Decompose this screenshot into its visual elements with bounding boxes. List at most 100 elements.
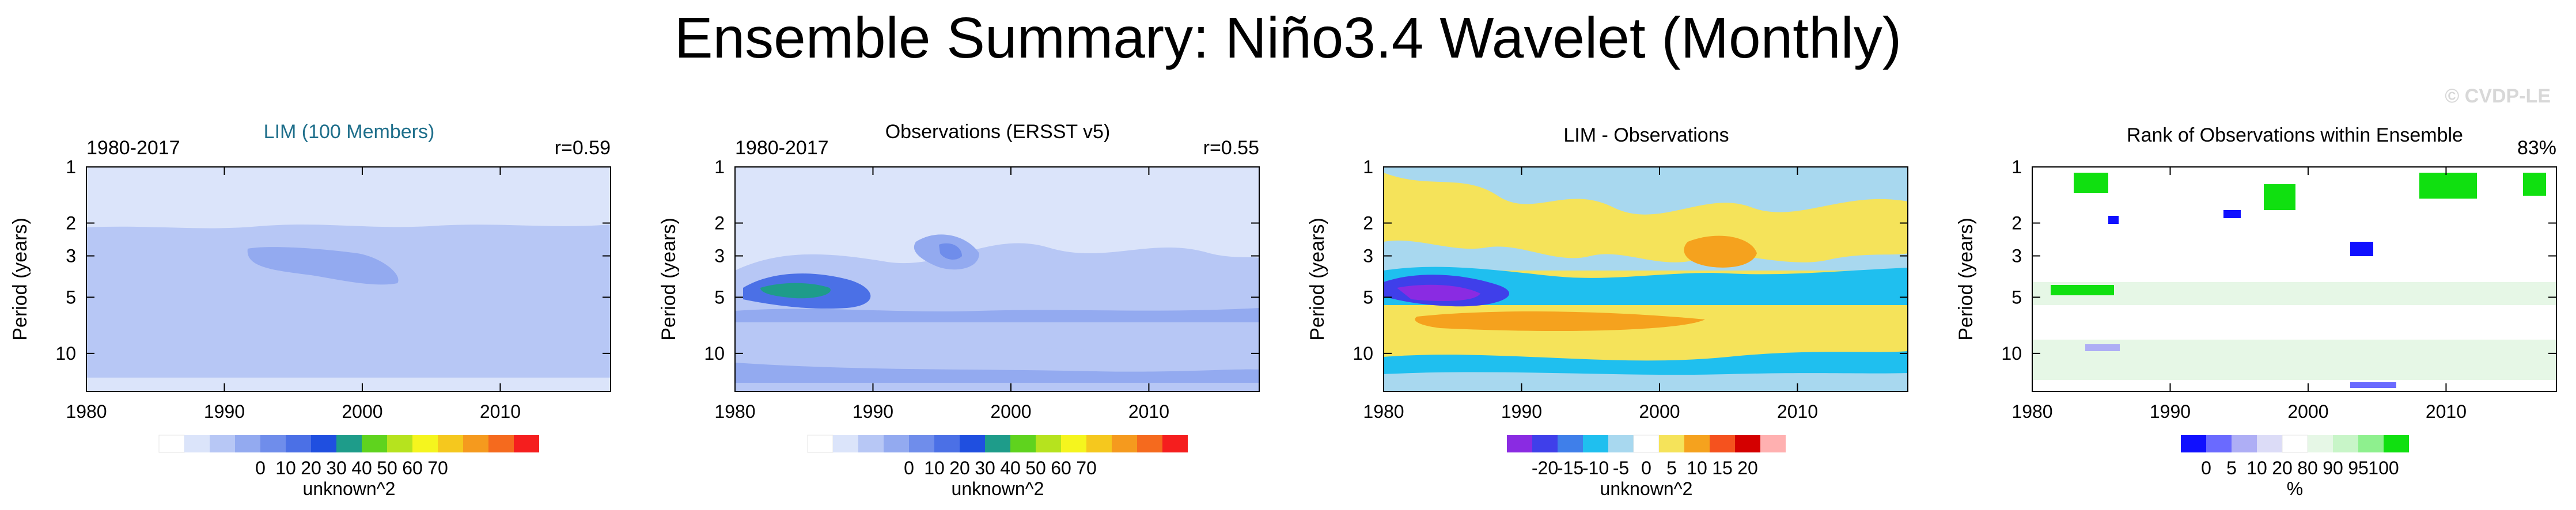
colorbar-label: % bbox=[2287, 478, 2303, 499]
panel-lim: LIM (100 Members) 1980-2017 r=0.59 Perio… bbox=[9, 121, 611, 499]
colorbar-tick-label: 90 bbox=[2323, 458, 2343, 478]
panel-difference: LIM - Observations Period (years) 1 2 3 5 10… bbox=[1306, 124, 1908, 499]
colorbar-tick-label: -5 bbox=[1613, 458, 1629, 478]
colorbar-swatch bbox=[362, 435, 387, 452]
obs-level-20-band bbox=[735, 308, 1259, 322]
lim-frame bbox=[86, 166, 611, 392]
obs-left-label: 1980-2017 bbox=[735, 137, 829, 159]
diff-level-5-b bbox=[1684, 235, 1757, 268]
colorbar-swatch bbox=[2206, 435, 2232, 452]
rank-level-0-a bbox=[2350, 242, 2373, 256]
colorbar-swatch bbox=[2358, 435, 2384, 452]
colorbar-tick-label: 15 bbox=[1712, 458, 1733, 478]
colorbar-tick-label: 10 bbox=[924, 458, 945, 478]
colorbar-swatch bbox=[1760, 435, 1786, 452]
colorbar-tick-label: 60 bbox=[402, 458, 423, 478]
colorbar-swatch bbox=[960, 435, 985, 452]
watermark: © CVDP-LE bbox=[2445, 85, 2551, 107]
y-tick-label: 5 bbox=[66, 287, 76, 307]
y-tick-label: 5 bbox=[1363, 287, 1373, 307]
obs-right-label: r=0.55 bbox=[1203, 137, 1259, 159]
colorbar-tick-label: 20 bbox=[949, 458, 970, 478]
colorbar-swatch bbox=[2333, 435, 2358, 452]
colorbar-tick-label: 40 bbox=[1000, 458, 1021, 478]
obs-level-25-b bbox=[939, 243, 962, 260]
colorbar-swatch bbox=[1532, 435, 1558, 452]
x-tick-label: 1980 bbox=[714, 401, 755, 422]
diff-frame bbox=[1383, 166, 1908, 392]
y-tick-label: 2 bbox=[1363, 213, 1373, 234]
x-tick-label: 1990 bbox=[2150, 401, 2191, 422]
rank-level-100-e bbox=[2051, 285, 2114, 295]
colorbar-swatch bbox=[1608, 435, 1634, 452]
colorbar-swatch bbox=[438, 435, 463, 452]
y-tick-label: 3 bbox=[1363, 246, 1373, 267]
colorbar-tick-label: 10 bbox=[275, 458, 296, 478]
colorbar-swatch bbox=[858, 435, 884, 452]
colorbar-swatch bbox=[488, 435, 514, 452]
x-tick-label: 2010 bbox=[2426, 401, 2467, 422]
rank-level-100-c bbox=[2419, 173, 2477, 199]
colorbar-swatch bbox=[1061, 435, 1086, 452]
colorbar-swatch bbox=[2257, 435, 2282, 452]
colorbar-swatch bbox=[311, 435, 336, 452]
obs-title: Observations (ERSST v5) bbox=[885, 121, 1111, 143]
y-tick-label: 5 bbox=[714, 287, 725, 307]
obs-ylabel: Period (years) bbox=[658, 218, 680, 341]
y-tick-label: 2 bbox=[714, 213, 725, 234]
obs-level-20-low bbox=[735, 363, 1259, 383]
colorbar-swatch bbox=[387, 435, 412, 452]
colorbar-swatch bbox=[1162, 435, 1188, 452]
colorbar-tick-label: 30 bbox=[326, 458, 347, 478]
x-tick-label: 2000 bbox=[1639, 401, 1680, 422]
colorbar-swatch bbox=[2384, 435, 2409, 452]
colorbar-tick-label: 0 bbox=[1641, 458, 1651, 478]
colorbar-label: unknown^2 bbox=[303, 478, 396, 499]
x-tick-label: 2000 bbox=[990, 401, 1031, 422]
colorbar-swatch bbox=[463, 435, 488, 452]
colorbar-swatch bbox=[1735, 435, 1760, 452]
colorbar-tick-label: 20 bbox=[301, 458, 321, 478]
rank-title: Rank of Observations within Ensemble bbox=[2127, 124, 2463, 146]
obs-frame bbox=[734, 166, 1260, 392]
colorbar-tick-label: 0 bbox=[904, 458, 914, 478]
diff-level-5 bbox=[1415, 311, 1705, 331]
colorbar-swatch bbox=[1507, 435, 1532, 452]
colorbar-swatch bbox=[833, 435, 858, 452]
colorbar-swatch bbox=[934, 435, 960, 452]
x-tick-label: 1990 bbox=[1501, 401, 1542, 422]
y-tick-label: 1 bbox=[2011, 157, 2022, 177]
colorbar-tick-label: 20 bbox=[2272, 458, 2293, 478]
colorbar-tick-label: 70 bbox=[1076, 458, 1097, 478]
panel-rank: Rank of Observations within Ensemble 83%… bbox=[1955, 124, 2557, 499]
colorbar-swatch bbox=[1583, 435, 1608, 452]
colorbar-swatch bbox=[210, 435, 235, 452]
y-tick-label: 1 bbox=[714, 157, 725, 177]
x-tick-label: 1980 bbox=[66, 401, 107, 422]
lim-level-20 bbox=[247, 247, 399, 285]
rank-contours bbox=[2032, 167, 2556, 391]
diff-level-neg5-mid bbox=[1384, 240, 1908, 271]
colorbar-swatch bbox=[985, 435, 1010, 452]
colorbar-tick-label: 5 bbox=[1666, 458, 1677, 478]
rank-level-0-c bbox=[2108, 216, 2119, 224]
colorbar-swatch bbox=[884, 435, 909, 452]
colorbar-swatch bbox=[2308, 435, 2333, 452]
diff-level-neg5-top bbox=[1384, 167, 1908, 215]
colorbar-swatch bbox=[1112, 435, 1137, 452]
x-tick-label: 1980 bbox=[2011, 401, 2052, 422]
figure-title: Ensemble Summary: Niño3.4 Wavelet (Month… bbox=[675, 6, 1901, 70]
colorbar-swatch bbox=[1659, 435, 1684, 452]
colorbar-swatch bbox=[1684, 435, 1710, 452]
colorbar-tick-label: 40 bbox=[351, 458, 372, 478]
rank-level-5 bbox=[2350, 382, 2396, 388]
colorbar-label: unknown^2 bbox=[952, 478, 1044, 499]
colorbar-swatch bbox=[1710, 435, 1735, 452]
colorbar-swatch bbox=[1010, 435, 1036, 452]
colorbar-tick-label: 80 bbox=[2297, 458, 2318, 478]
x-tick-label: 2010 bbox=[1128, 401, 1169, 422]
colorbar-tick-label: 50 bbox=[377, 458, 397, 478]
y-tick-label: 3 bbox=[2011, 246, 2022, 267]
lim-contours bbox=[86, 167, 611, 391]
